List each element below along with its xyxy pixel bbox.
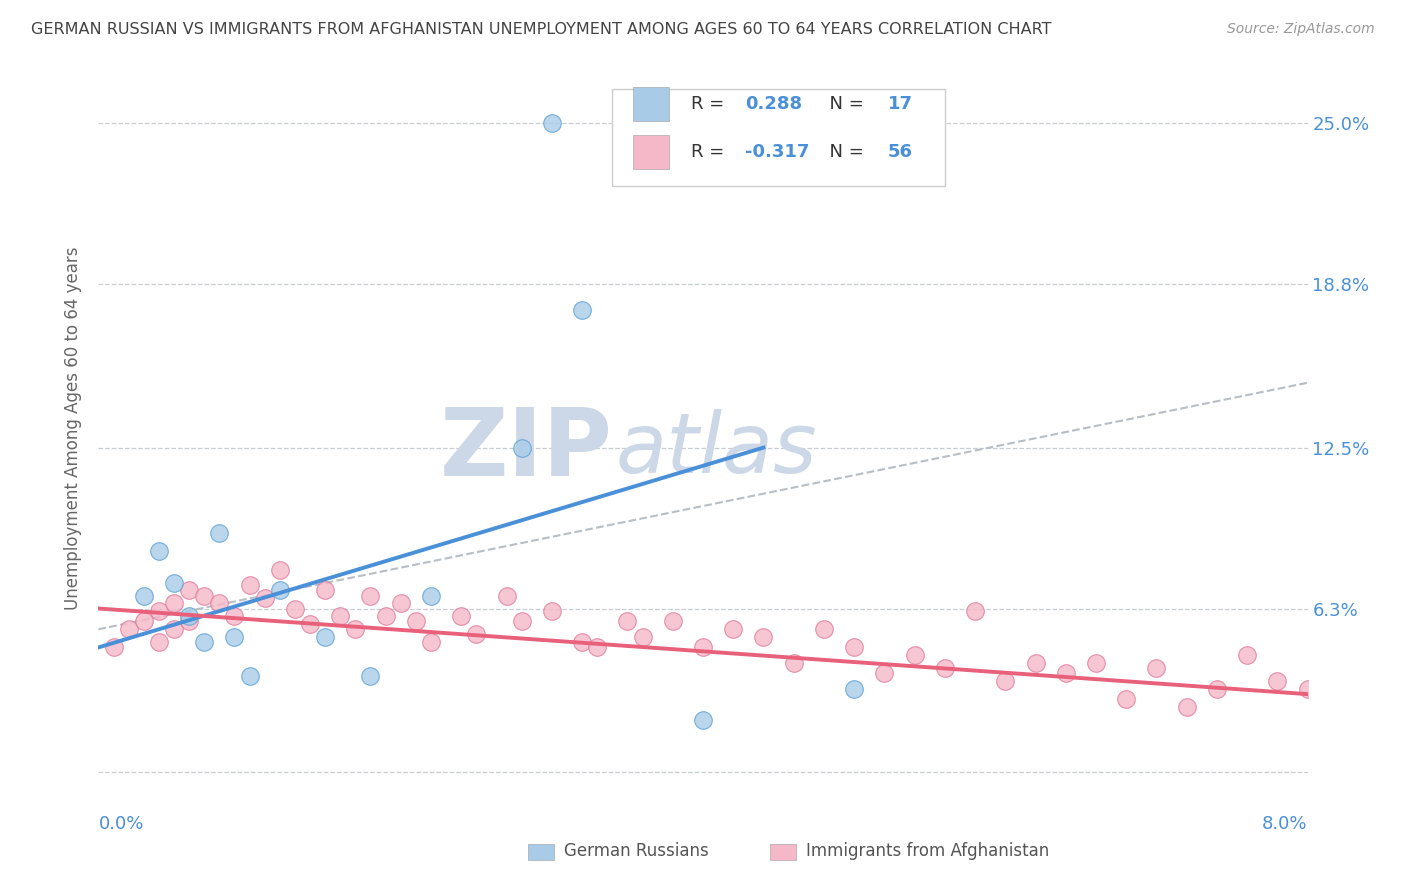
Point [510,441,533,455]
Point [586,640,609,655]
Point [723,622,745,636]
Point [193,635,215,649]
Point [495,589,517,603]
Point [314,583,336,598]
Text: N =: N = [818,143,869,161]
Point [389,596,412,610]
Point [873,666,896,681]
Bar [527,844,554,860]
Point [692,640,714,655]
Point [540,116,562,130]
Text: R =: R = [690,95,730,113]
Point [904,648,927,663]
Point [360,669,382,683]
Point [224,609,246,624]
Point [1267,674,1289,689]
Point [1146,661,1168,675]
Point [179,615,201,629]
Point [465,627,488,641]
Point [224,630,246,644]
Point [269,563,291,577]
Point [1025,656,1047,670]
Point [1115,692,1137,706]
Point [616,615,638,629]
Point [329,609,352,624]
Point [540,604,562,618]
Y-axis label: Unemployment Among Ages 60 to 64 years: Unemployment Among Ages 60 to 64 years [65,246,83,610]
Text: 8.0%: 8.0% [1263,815,1308,833]
FancyBboxPatch shape [613,89,945,186]
Point [1054,666,1077,681]
Point [132,615,155,629]
Point [253,591,276,606]
Point [163,575,186,590]
Text: GERMAN RUSSIAN VS IMMIGRANTS FROM AFGHANISTAN UNEMPLOYMENT AMONG AGES 60 TO 64 Y: GERMAN RUSSIAN VS IMMIGRANTS FROM AFGHAN… [31,22,1052,37]
Point [239,669,262,683]
Point [571,635,593,649]
Point [1206,681,1229,696]
Text: R =: R = [690,143,730,161]
Text: Source: ZipAtlas.com: Source: ZipAtlas.com [1227,22,1375,37]
Point [148,604,170,618]
Point [783,656,806,670]
Point [193,589,215,603]
Point [148,635,170,649]
Point [965,604,987,618]
Text: atlas: atlas [616,409,817,490]
Text: -0.317: -0.317 [745,143,810,161]
Point [269,583,291,598]
Point [163,596,186,610]
Point [179,609,201,624]
Point [284,601,307,615]
Text: 0.0%: 0.0% [98,815,143,833]
Point [239,578,262,592]
Text: ZIP: ZIP [440,403,613,496]
Bar [633,135,669,169]
Point [420,635,443,649]
Point [1296,681,1319,696]
Point [844,681,866,696]
Point [314,630,336,644]
Point [571,303,593,318]
Point [510,615,533,629]
Point [661,615,683,629]
Point [344,622,367,636]
Point [374,609,396,624]
Point [1085,656,1108,670]
Point [103,640,125,655]
Point [132,589,155,603]
Point [299,617,322,632]
Text: German Russians: German Russians [564,842,709,860]
Point [813,622,835,636]
Point [405,615,427,629]
Point [163,622,186,636]
Text: 0.288: 0.288 [745,95,803,113]
Text: 17: 17 [889,95,912,113]
Point [752,630,775,644]
Point [360,589,382,603]
Bar [769,844,796,860]
Point [208,526,231,541]
Point [118,622,141,636]
Point [208,596,231,610]
Point [994,674,1017,689]
Point [631,630,654,644]
Point [692,713,714,727]
Point [1175,700,1198,714]
Point [1236,648,1258,663]
Point [844,640,866,655]
Point [450,609,472,624]
Text: N =: N = [818,95,869,113]
Text: Immigrants from Afghanistan: Immigrants from Afghanistan [806,842,1049,860]
Point [934,661,956,675]
Point [420,589,443,603]
Text: 56: 56 [889,143,912,161]
Bar [633,87,669,121]
Point [179,583,201,598]
Point [148,544,170,558]
